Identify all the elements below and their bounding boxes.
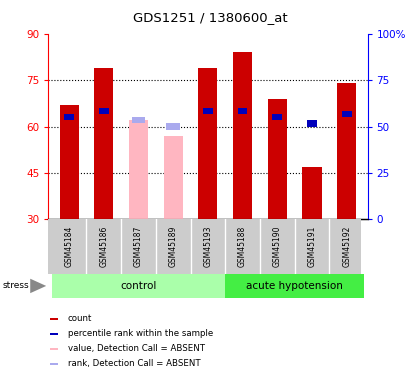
Text: GSM45189: GSM45189 — [169, 226, 178, 267]
Text: GSM45188: GSM45188 — [238, 226, 247, 267]
Bar — [268, 99, 287, 219]
Text: GSM45191: GSM45191 — [307, 226, 317, 267]
Bar — [337, 83, 356, 219]
Text: value, Detection Call = ABSENT: value, Detection Call = ABSENT — [68, 344, 205, 353]
Bar — [164, 136, 183, 219]
Bar — [238, 108, 247, 114]
Text: percentile rank within the sample: percentile rank within the sample — [68, 329, 213, 338]
Bar — [342, 111, 352, 117]
Bar — [94, 68, 113, 219]
Text: GDS1251 / 1380600_at: GDS1251 / 1380600_at — [133, 11, 287, 24]
Bar — [302, 167, 322, 219]
Text: GSM45186: GSM45186 — [99, 226, 108, 267]
Text: acute hypotension: acute hypotension — [246, 281, 343, 291]
Bar — [50, 348, 58, 350]
Text: GSM45190: GSM45190 — [273, 226, 282, 267]
Bar — [233, 53, 252, 219]
Bar — [166, 123, 180, 130]
Bar — [307, 120, 317, 127]
Bar — [50, 363, 58, 365]
Text: GSM45192: GSM45192 — [342, 226, 351, 267]
Bar — [129, 120, 148, 219]
Bar — [203, 108, 213, 114]
Text: stress: stress — [2, 281, 29, 290]
Polygon shape — [30, 279, 46, 293]
Text: GSM45193: GSM45193 — [203, 226, 213, 267]
Bar — [99, 108, 109, 114]
Text: GSM45187: GSM45187 — [134, 226, 143, 267]
Bar — [50, 318, 58, 320]
Bar — [132, 117, 145, 123]
Bar — [198, 68, 218, 219]
Text: control: control — [120, 281, 157, 291]
Bar — [225, 274, 364, 298]
Bar — [60, 105, 79, 219]
Text: rank, Detection Call = ABSENT: rank, Detection Call = ABSENT — [68, 359, 201, 368]
Bar — [64, 114, 74, 120]
Bar — [273, 114, 282, 120]
Text: GSM45184: GSM45184 — [65, 226, 73, 267]
Bar — [52, 274, 225, 298]
Bar — [50, 333, 58, 335]
Text: count: count — [68, 314, 92, 323]
